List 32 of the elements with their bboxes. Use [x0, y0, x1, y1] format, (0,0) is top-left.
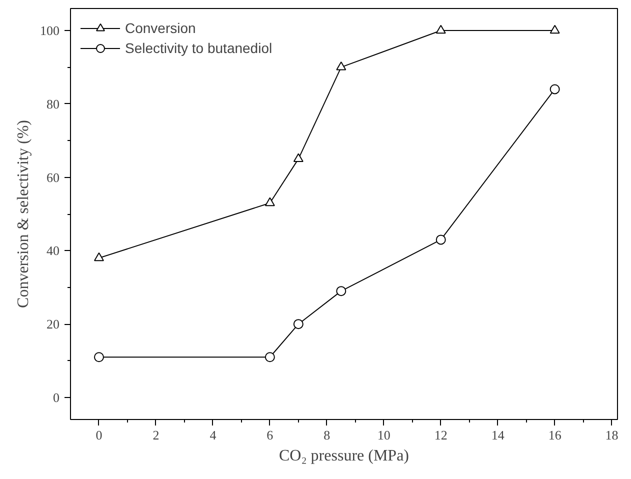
legend-label: Conversion	[125, 20, 196, 36]
point	[94, 352, 104, 362]
x-tick-label: 4	[210, 428, 217, 442]
point	[336, 286, 346, 296]
point	[436, 24, 446, 34]
y-tick-label: 100	[40, 23, 60, 38]
point	[293, 153, 304, 162]
x-tick-label: 12	[434, 428, 448, 442]
point	[336, 62, 346, 70]
point	[293, 319, 304, 330]
y-axis-title: Conversion & selectivity (%)	[15, 120, 32, 308]
x-tick-label: 6	[266, 428, 274, 442]
point	[264, 197, 275, 206]
x-tick-label: 18	[605, 428, 618, 442]
x-tick-label: 10	[377, 428, 390, 442]
point	[94, 252, 104, 262]
y-tick-label: 0	[53, 390, 60, 405]
x-tick-label: 14	[491, 428, 505, 442]
point	[264, 352, 275, 362]
x-axis-title: CO₂ pressure (MPa)	[279, 448, 409, 464]
point	[550, 84, 560, 94]
y-tick-label: 40	[46, 243, 60, 258]
y-tick-label: 60	[46, 170, 60, 185]
x-tick-label: 0	[96, 428, 102, 442]
legend-label: Selectivity to butanediol	[125, 40, 272, 56]
y-tick-label: 80	[46, 96, 60, 112]
x-tick-label: 2	[152, 428, 160, 442]
point	[436, 234, 446, 245]
x-tick-label: 16	[548, 428, 562, 442]
x-tick-label: 8	[324, 428, 330, 442]
y-tick-label: 20	[46, 316, 60, 332]
point	[550, 24, 560, 34]
